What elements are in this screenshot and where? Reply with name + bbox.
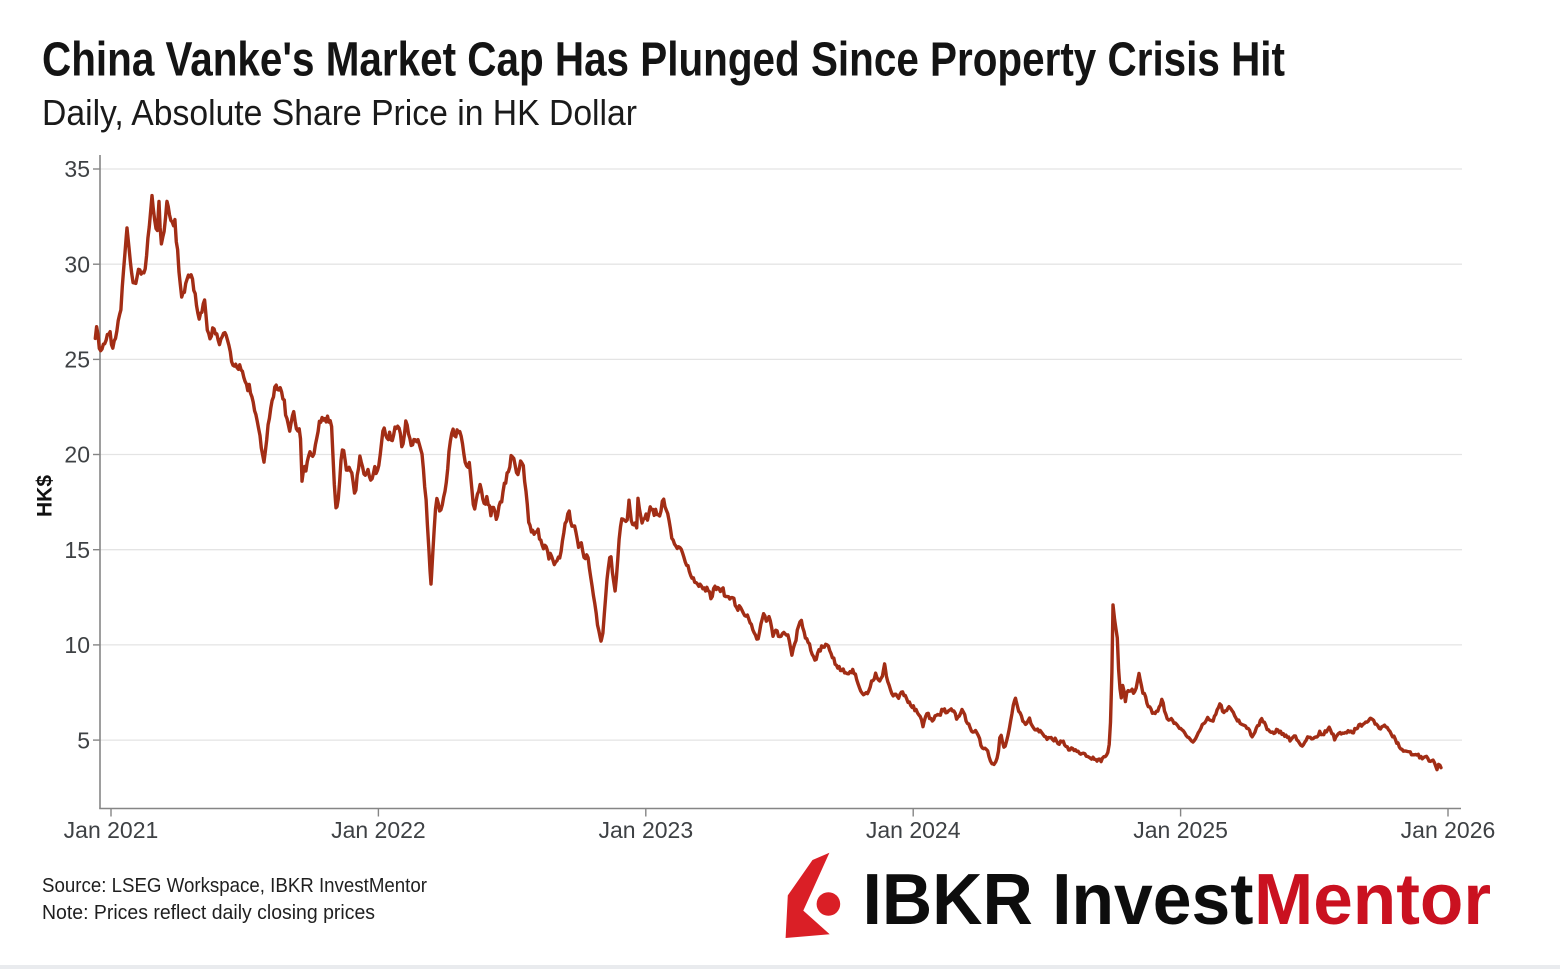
svg-text:Jan 2024: Jan 2024 <box>866 817 961 843</box>
svg-text:Daily, Absolute Share Price in: Daily, Absolute Share Price in HK Dollar <box>42 92 637 133</box>
svg-text:Jan 2025: Jan 2025 <box>1133 817 1228 843</box>
svg-text:Jan 2022: Jan 2022 <box>331 817 426 843</box>
svg-text:HK$: HK$ <box>34 475 57 517</box>
svg-text:Source: LSEG Workspace, IBKR I: Source: LSEG Workspace, IBKR InvestMento… <box>42 875 427 897</box>
svg-text:15: 15 <box>64 537 90 563</box>
svg-text:30: 30 <box>64 251 90 277</box>
svg-text:10: 10 <box>64 632 90 658</box>
svg-text:Jan 2021: Jan 2021 <box>64 817 159 843</box>
svg-text:25: 25 <box>64 347 90 373</box>
svg-text:Mentor: Mentor <box>1254 860 1491 940</box>
svg-text:35: 35 <box>64 156 90 182</box>
svg-text:20: 20 <box>64 442 90 468</box>
svg-text:Jan 2026: Jan 2026 <box>1401 817 1496 843</box>
svg-text:Note: Prices reflect daily clo: Note: Prices reflect daily closing price… <box>42 902 375 924</box>
svg-text:5: 5 <box>77 727 90 753</box>
svg-text:Jan 2023: Jan 2023 <box>598 817 693 843</box>
svg-text:China Vanke's Market Cap Has P: China Vanke's Market Cap Has Plunged Sin… <box>42 34 1285 87</box>
svg-text:IBKR Invest: IBKR Invest <box>863 860 1254 940</box>
